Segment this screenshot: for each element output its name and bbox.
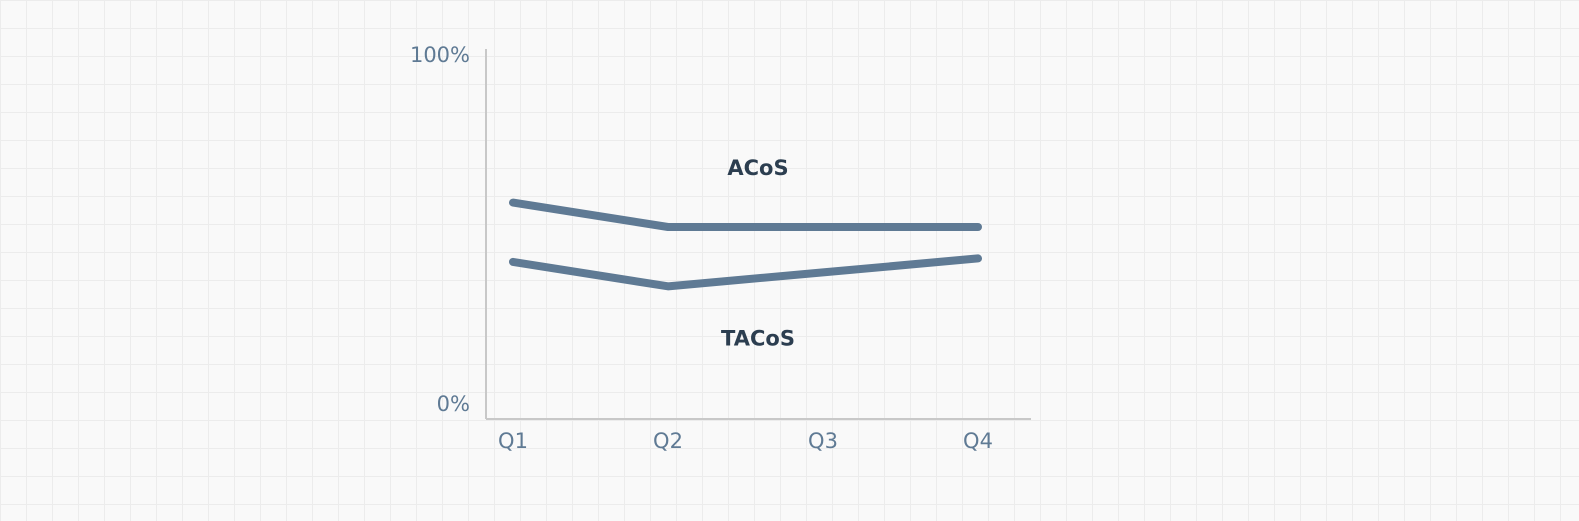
x-tick-label: Q1 [498, 429, 528, 453]
y-tick-label: 100% [410, 43, 470, 67]
series-line [509, 198, 982, 232]
y-tick-label: 0% [437, 392, 470, 416]
x-tick-label: Q2 [653, 429, 683, 453]
x-tick-label: Q4 [963, 429, 993, 453]
x-tick-label: Q3 [808, 429, 838, 453]
series-label: ACoS [727, 156, 788, 180]
series-line [509, 254, 982, 291]
series-label: TACoS [721, 326, 795, 350]
